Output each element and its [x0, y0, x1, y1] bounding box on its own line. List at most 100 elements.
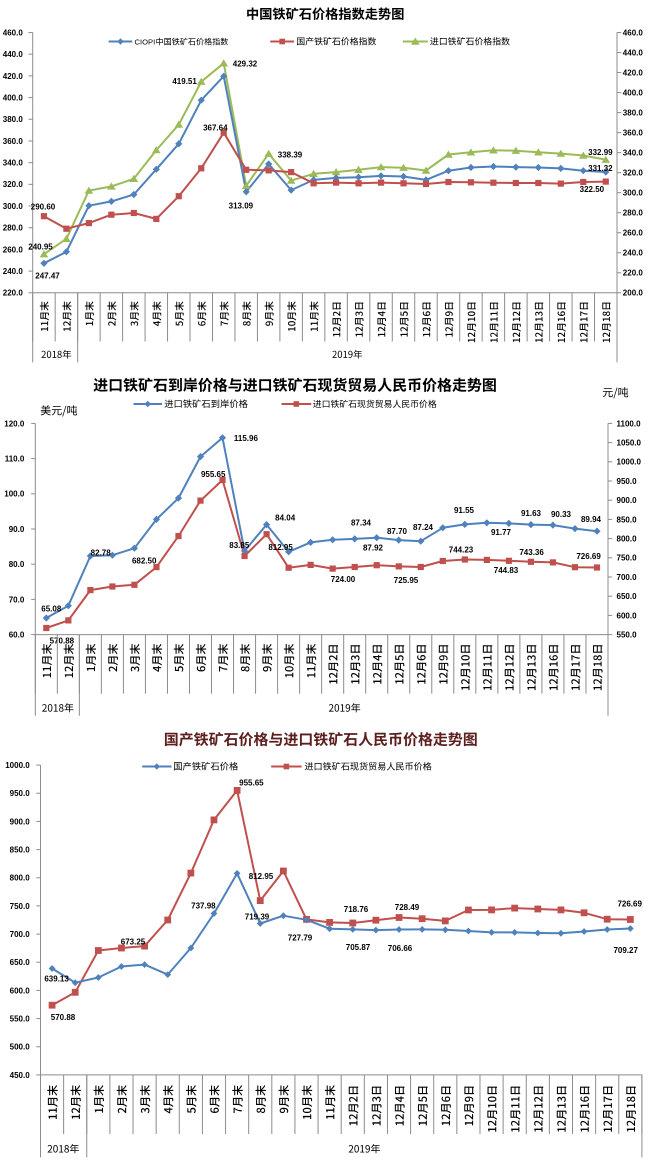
svg-text:744.83: 744.83	[494, 566, 519, 575]
svg-text:950.0: 950.0	[617, 477, 638, 486]
svg-text:812.95: 812.95	[268, 543, 293, 552]
svg-text:955.65: 955.65	[201, 470, 226, 479]
svg-text:812.95: 812.95	[249, 872, 274, 881]
svg-text:570.88: 570.88	[51, 1013, 76, 1022]
svg-text:87.92: 87.92	[363, 543, 384, 552]
svg-text:728.49: 728.49	[395, 903, 420, 912]
svg-text:726.69: 726.69	[576, 552, 601, 561]
svg-text:367.64: 367.64	[203, 124, 228, 133]
svg-text:600.0: 600.0	[617, 611, 638, 620]
svg-text:800.0: 800.0	[10, 874, 31, 883]
svg-text:650.0: 650.0	[10, 958, 31, 967]
svg-text:331.32: 331.32	[588, 164, 613, 173]
svg-text:91.55: 91.55	[454, 506, 475, 515]
svg-text:220.0: 220.0	[3, 289, 24, 298]
svg-text:87.34: 87.34	[351, 518, 372, 527]
svg-text:360.0: 360.0	[623, 129, 644, 138]
svg-text:300.0: 300.0	[623, 189, 644, 198]
svg-text:380.0: 380.0	[623, 108, 644, 117]
svg-text:420.0: 420.0	[3, 72, 24, 81]
svg-text:440.0: 440.0	[3, 50, 24, 59]
svg-text:950.0: 950.0	[10, 789, 31, 798]
svg-text:900.0: 900.0	[617, 496, 638, 505]
svg-text:955.65: 955.65	[239, 778, 264, 787]
svg-text:600.0: 600.0	[10, 986, 31, 995]
svg-text:724.00: 724.00	[331, 575, 356, 584]
svg-text:727.79: 727.79	[288, 933, 313, 942]
svg-text:429.32: 429.32	[233, 60, 258, 69]
svg-text:419.51: 419.51	[172, 77, 197, 86]
svg-text:400.0: 400.0	[623, 88, 644, 97]
svg-text:570.88: 570.88	[50, 637, 75, 646]
svg-text:726.69: 726.69	[617, 900, 642, 909]
svg-text:65.08: 65.08	[41, 605, 62, 614]
svg-text:120.0: 120.0	[4, 419, 25, 428]
svg-text:300.0: 300.0	[3, 202, 24, 211]
svg-text:247.47: 247.47	[35, 271, 60, 280]
svg-text:260.0: 260.0	[623, 229, 644, 238]
svg-text:682.50: 682.50	[132, 557, 157, 566]
svg-text:322.50: 322.50	[580, 185, 605, 194]
svg-text:340.0: 340.0	[623, 149, 644, 158]
svg-text:725.95: 725.95	[394, 576, 419, 585]
svg-text:900.0: 900.0	[10, 817, 31, 826]
svg-text:90.33: 90.33	[551, 510, 572, 519]
svg-text:280.0: 280.0	[3, 224, 24, 233]
svg-text:240.95: 240.95	[28, 243, 53, 252]
svg-text:850.0: 850.0	[617, 515, 638, 524]
svg-text:800.0: 800.0	[617, 535, 638, 544]
svg-text:100.0: 100.0	[4, 490, 25, 499]
svg-text:360.0: 360.0	[3, 137, 24, 146]
svg-text:91.63: 91.63	[521, 509, 542, 518]
svg-text:737.98: 737.98	[191, 901, 216, 910]
svg-text:750.0: 750.0	[10, 902, 31, 911]
svg-text:290.60: 290.60	[31, 202, 56, 211]
svg-text:338.39: 338.39	[278, 151, 303, 160]
svg-text:744.23: 744.23	[449, 545, 474, 554]
svg-text:460.0: 460.0	[623, 28, 644, 37]
svg-text:639.13: 639.13	[44, 974, 69, 983]
svg-text:115.96: 115.96	[234, 434, 259, 443]
svg-text:83.85: 83.85	[229, 541, 250, 550]
svg-text:80.0: 80.0	[9, 560, 25, 569]
svg-text:550.0: 550.0	[10, 1014, 31, 1023]
svg-text:450.0: 450.0	[10, 1071, 31, 1080]
svg-text:110.0: 110.0	[5, 455, 25, 464]
svg-text:705.87: 705.87	[346, 943, 371, 952]
svg-text:719.39: 719.39	[245, 912, 270, 921]
svg-text:460.0: 460.0	[3, 28, 24, 37]
svg-text:700.0: 700.0	[617, 573, 638, 582]
svg-text:500.0: 500.0	[10, 1043, 31, 1052]
svg-text:CIOPI: CIOPI	[135, 37, 156, 46]
svg-text:70.0: 70.0	[9, 595, 25, 604]
svg-text:313.09: 313.09	[229, 201, 254, 210]
svg-text:850.0: 850.0	[10, 845, 31, 854]
svg-text:1050.0: 1050.0	[617, 439, 642, 448]
svg-text:280.0: 280.0	[623, 209, 644, 218]
svg-text:673.25: 673.25	[121, 937, 146, 946]
svg-text:91.77: 91.77	[491, 528, 512, 537]
svg-text:1000.0: 1000.0	[617, 458, 642, 467]
svg-text:550.0: 550.0	[617, 631, 638, 640]
svg-text:700.0: 700.0	[10, 930, 31, 939]
svg-text:90.0: 90.0	[9, 525, 25, 534]
svg-text:750.0: 750.0	[617, 554, 638, 563]
svg-text:1000.0: 1000.0	[5, 761, 30, 770]
svg-text:260.0: 260.0	[3, 245, 24, 254]
svg-text:200.0: 200.0	[623, 289, 644, 298]
svg-text:82.78: 82.78	[91, 549, 112, 558]
svg-text:340.0: 340.0	[3, 159, 24, 168]
svg-text:87.70: 87.70	[387, 527, 408, 536]
svg-text:332.99: 332.99	[588, 148, 613, 157]
svg-text:220.0: 220.0	[623, 269, 644, 278]
svg-text:320.0: 320.0	[623, 169, 644, 178]
svg-text:650.0: 650.0	[617, 592, 638, 601]
svg-text:743.36: 743.36	[519, 548, 544, 557]
svg-text:1100.0: 1100.0	[617, 419, 642, 428]
svg-text:380.0: 380.0	[3, 115, 24, 124]
svg-text:709.27: 709.27	[613, 946, 638, 955]
svg-text:718.76: 718.76	[344, 905, 369, 914]
svg-text:240.0: 240.0	[3, 267, 24, 276]
svg-text:87.24: 87.24	[413, 523, 434, 532]
svg-text:89.94: 89.94	[581, 515, 602, 524]
